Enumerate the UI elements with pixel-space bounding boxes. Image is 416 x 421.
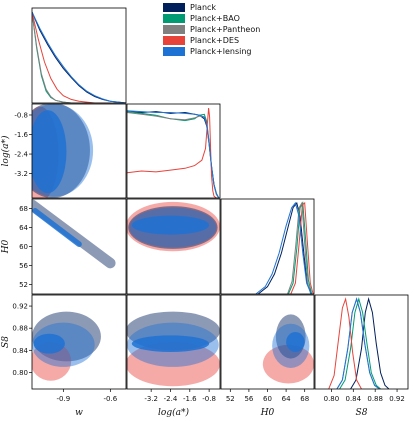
y-axis-label-S8: S8 bbox=[1, 336, 11, 348]
legend-swatch-planck bbox=[163, 3, 185, 12]
y-tick-label-H0: 68 bbox=[19, 205, 28, 213]
contour-planck-lensing-1sigma bbox=[33, 333, 65, 354]
marginal-curve-H0-planck bbox=[257, 201, 313, 294]
marginal-curve-loga-planck-des bbox=[127, 107, 217, 198]
panel-frame bbox=[126, 198, 221, 295]
x-tick-label-H0: 56 bbox=[244, 395, 253, 403]
x-tick-label-S8: 0.80 bbox=[324, 395, 340, 403]
legend-item-planck: Planck bbox=[160, 2, 262, 13]
marginal-curve-loga-planck bbox=[127, 111, 220, 198]
marginal-curve-H0-planck-pantheon bbox=[287, 201, 312, 294]
legend-swatch-planck-lensing bbox=[163, 47, 185, 56]
marginal-curve-loga-planck-lensing bbox=[127, 110, 220, 198]
marginal-curve-S8-planck-lensing bbox=[336, 297, 380, 389]
y-tick-label-S8: 0.92 bbox=[12, 303, 28, 311]
y-tick-label-loga: -0.8 bbox=[14, 111, 28, 119]
y-tick-label-H0: 60 bbox=[19, 243, 28, 251]
marginal-panel-H0 bbox=[255, 201, 314, 294]
x-tick-label-S8: 0.92 bbox=[389, 395, 405, 403]
marginal-curve-w-planck-pantheon bbox=[32, 11, 111, 103]
y-axis-label-H0: H0 bbox=[1, 239, 11, 254]
contour-planck-lensing-1sigma bbox=[131, 215, 210, 235]
legend-item-planck-bao: Planck+BAO bbox=[160, 13, 262, 24]
panel-frame bbox=[126, 103, 221, 199]
y-tick-label-S8: 0.84 bbox=[12, 347, 28, 355]
y-tick-label-loga: -2.4 bbox=[14, 151, 28, 159]
x-tick-label-loga: -3.2 bbox=[144, 395, 158, 403]
marginal-panel-S8 bbox=[328, 297, 390, 389]
x-tick-label-loga: -1.6 bbox=[183, 395, 197, 403]
x-axis-label-S8: S8 bbox=[356, 408, 368, 418]
contour-panel-loga-H0 bbox=[127, 201, 220, 252]
contour-planck-lensing-1sigma bbox=[32, 110, 67, 194]
x-tick-label-H0: 60 bbox=[263, 395, 272, 403]
x-tick-label-H0: 68 bbox=[300, 395, 309, 403]
contour-planck-des-2sigma bbox=[262, 344, 314, 384]
x-tick-label-H0: 64 bbox=[282, 395, 291, 403]
legend-swatch-planck-des bbox=[163, 36, 185, 45]
marginal-curve-S8-planck-des bbox=[328, 297, 362, 389]
x-axis-label-loga: log(a*) bbox=[158, 407, 189, 418]
marginal-curve-loga-planck-pantheon bbox=[127, 112, 220, 198]
x-axis-label-w: w bbox=[75, 408, 83, 418]
marginal-curve-w-planck-des bbox=[32, 11, 111, 103]
panel-frame bbox=[31, 294, 127, 390]
legend-label-planck-lensing: Planck+lensing bbox=[190, 47, 252, 56]
x-axis-label-H0: H0 bbox=[260, 408, 275, 418]
marginal-curve-loga-planck-bao bbox=[127, 111, 220, 198]
panel-frame bbox=[314, 294, 409, 390]
x-tick-label-loga: -0.8 bbox=[202, 395, 216, 403]
legend: Planck Planck+BAO Planck+Pantheon Planck… bbox=[160, 2, 262, 57]
panel-frame bbox=[220, 198, 315, 295]
marginal-curve-w-planck-lensing bbox=[32, 11, 126, 103]
panel-frame bbox=[31, 7, 127, 104]
legend-swatch-planck-pantheon bbox=[163, 25, 185, 34]
legend-label-planck-bao: Planck+BAO bbox=[190, 14, 240, 23]
x-tick-label-H0: 52 bbox=[226, 395, 235, 403]
contour-panel-loga-S8 bbox=[127, 311, 220, 387]
y-tick-label-S8: 0.80 bbox=[12, 369, 28, 377]
x-tick-label-S8: 0.84 bbox=[345, 395, 361, 403]
y-tick-label-H0: 52 bbox=[19, 281, 28, 289]
marginal-curve-H0-planck-lensing bbox=[255, 201, 312, 294]
marginal-curve-H0-planck-bao bbox=[287, 201, 313, 294]
contour-planck-2sigma bbox=[32, 199, 116, 269]
legend-label-planck-des: Planck+DES bbox=[190, 36, 240, 45]
contour-panel-w-S8 bbox=[32, 311, 101, 381]
contour-panel-w-H0 bbox=[32, 199, 116, 269]
legend-label-planck: Planck bbox=[190, 3, 217, 12]
y-tick-label-H0: 64 bbox=[19, 224, 28, 232]
x-tick-label-w: -0.6 bbox=[103, 395, 117, 403]
legend-label-planck-pantheon: Planck+Pantheon bbox=[190, 25, 261, 34]
panel-frame bbox=[126, 294, 221, 390]
y-tick-label-S8: 0.88 bbox=[12, 325, 28, 333]
legend-item-planck-pantheon: Planck+Pantheon bbox=[160, 24, 262, 35]
y-tick-label-loga: -3.2 bbox=[14, 170, 28, 178]
marginal-curve-S8-planck bbox=[350, 297, 390, 389]
marginal-panel-loga bbox=[127, 107, 220, 198]
legend-item-planck-des: Planck+DES bbox=[160, 35, 262, 46]
contour-planck-lensing-1sigma bbox=[32, 208, 82, 247]
y-tick-label-loga: -1.6 bbox=[14, 131, 28, 139]
x-tick-label-loga: -2.4 bbox=[164, 395, 178, 403]
x-tick-label-w: -0.9 bbox=[56, 395, 70, 403]
contour-panel-H0-S8 bbox=[262, 314, 314, 384]
marginal-curve-S8-planck-bao bbox=[339, 297, 381, 389]
contour-panel-w-loga bbox=[32, 104, 94, 198]
marginal-curve-H0-planck-des bbox=[290, 202, 314, 294]
legend-item-planck-lensing: Planck+lensing bbox=[160, 46, 262, 57]
legend-swatch-planck-bao bbox=[163, 14, 185, 23]
contour-planck-des-2sigma bbox=[127, 342, 220, 387]
panel-frame bbox=[31, 103, 127, 199]
marginal-panel-w bbox=[32, 11, 126, 103]
contour-planck-lensing-1sigma bbox=[131, 335, 210, 352]
contour-planck-lensing-1sigma bbox=[286, 332, 305, 352]
x-tick-label-S8: 0.88 bbox=[367, 395, 383, 403]
y-tick-label-H0: 56 bbox=[19, 262, 28, 270]
y-axis-label-loga: log(a*) bbox=[0, 135, 11, 166]
